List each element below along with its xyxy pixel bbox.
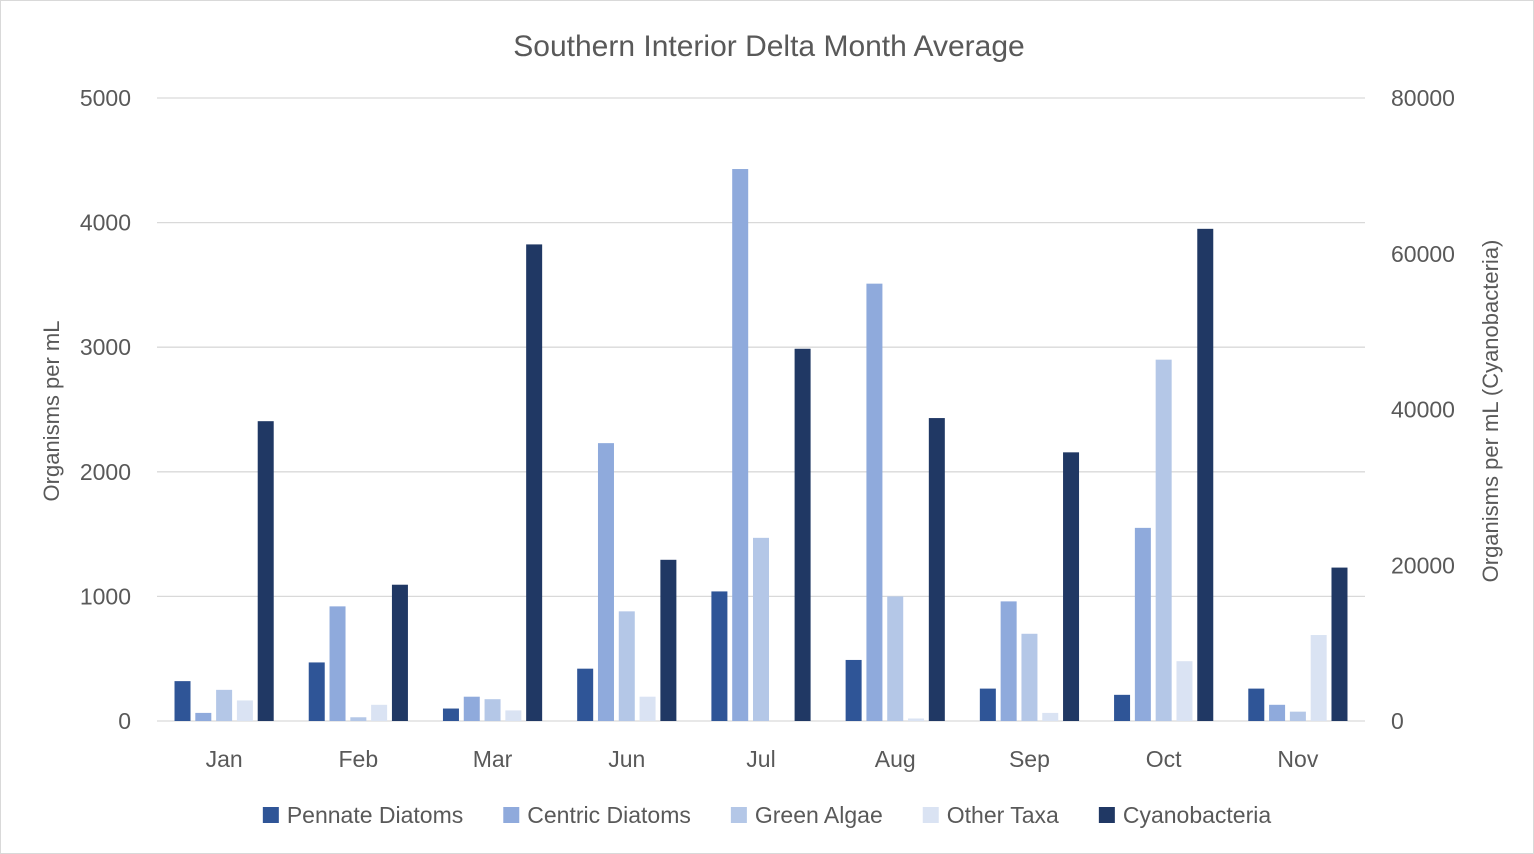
- x-tick-label: Feb: [339, 746, 379, 772]
- legend-label: Pennate Diatoms: [287, 802, 463, 828]
- bar-pennate-diatoms: [979, 688, 996, 721]
- chart-title: Southern Interior Delta Month Average: [513, 30, 1024, 63]
- bar-centric-diatoms: [597, 443, 614, 721]
- y-tick-label: 2000: [80, 459, 131, 485]
- bar-pennate-diatoms: [711, 591, 728, 721]
- bar-pennate-diatoms: [577, 668, 594, 721]
- x-tick-label: Mar: [473, 746, 513, 772]
- bar-pennate-diatoms: [174, 681, 191, 721]
- bar-other-taxa: [908, 718, 925, 721]
- bar-green-algae: [216, 689, 233, 721]
- bar-pennate-diatoms: [442, 708, 459, 721]
- bars: [174, 169, 1348, 722]
- bar-centric-diatoms: [329, 606, 346, 721]
- bar-other-taxa: [505, 710, 522, 721]
- y2-axis-ticks: 0 20000 40000 60000 80000: [1391, 85, 1455, 734]
- bar-green-algae: [1021, 633, 1038, 721]
- legend-swatch: [262, 807, 279, 823]
- bar-centric-diatoms: [866, 283, 883, 721]
- bar-cyanobacteria: [794, 348, 811, 721]
- bar-green-algae: [484, 699, 501, 721]
- bar-cyanobacteria: [928, 418, 945, 721]
- x-tick-label: Jul: [746, 746, 775, 772]
- bar-other-taxa: [639, 696, 656, 721]
- bar-cyanobacteria: [1063, 452, 1080, 721]
- y2-tick-label: 40000: [1391, 397, 1455, 423]
- bar-pennate-diatoms: [845, 659, 862, 721]
- x-tick-label: Jun: [608, 746, 645, 772]
- bar-cyanobacteria: [1331, 567, 1348, 721]
- y-tick-label: 0: [118, 708, 131, 734]
- x-axis-ticks: Jan Feb Mar Jun Jul Aug Sep Oct Nov: [206, 746, 1319, 772]
- y-tick-label: 1000: [80, 583, 131, 609]
- legend-label: Cyanobacteria: [1123, 802, 1272, 828]
- legend-label: Other Taxa: [947, 802, 1059, 828]
- legend-swatch: [503, 807, 520, 823]
- legend-swatch: [730, 807, 747, 823]
- legend-swatch: [1098, 807, 1115, 823]
- bar-centric-diatoms: [1000, 601, 1017, 721]
- y-axis-title: Organisms per mL: [39, 321, 64, 502]
- bar-green-algae: [753, 537, 769, 721]
- y-tick-label: 5000: [80, 85, 131, 111]
- bar-centric-diatoms: [1269, 704, 1286, 721]
- bar-green-algae: [1289, 711, 1306, 721]
- legend-label: Green Algae: [755, 802, 883, 828]
- y2-tick-label: 20000: [1391, 552, 1455, 578]
- y2-tick-label: 60000: [1391, 241, 1455, 267]
- y2-tick-label: 80000: [1391, 85, 1455, 111]
- x-tick-label: Aug: [875, 746, 916, 772]
- x-tick-label: Jan: [206, 746, 243, 772]
- bar-cyanobacteria: [257, 421, 274, 721]
- legend: Pennate Diatoms Centric Diatoms Green Alga…: [262, 802, 1272, 828]
- bar-centric-diatoms: [732, 169, 749, 722]
- y2-axis-title: Organisms per mL (Cyanobacteria): [1478, 240, 1503, 583]
- bar-cyanobacteria: [1197, 228, 1214, 721]
- y-axis-ticks: 0 1000 2000 3000 4000 5000: [80, 85, 131, 734]
- bar-other-taxa: [1042, 712, 1059, 721]
- legend-swatch: [922, 807, 939, 823]
- x-tick-label: Sep: [1009, 746, 1050, 772]
- bar-green-algae: [350, 717, 367, 721]
- y-tick-label: 3000: [80, 334, 131, 360]
- legend-label: Centric Diatoms: [527, 802, 691, 828]
- bar-cyanobacteria: [391, 584, 408, 721]
- bar-green-algae: [1155, 359, 1172, 721]
- bar-pennate-diatoms: [308, 662, 325, 721]
- bar-centric-diatoms: [195, 712, 212, 721]
- x-tick-label: Oct: [1146, 746, 1182, 772]
- bar-other-taxa: [236, 700, 253, 721]
- y2-tick-label: 0: [1391, 708, 1404, 734]
- x-tick-label: Nov: [1277, 746, 1318, 772]
- y-tick-label: 4000: [80, 210, 131, 236]
- bar-pennate-diatoms: [1114, 694, 1131, 721]
- bar-green-algae: [618, 611, 635, 721]
- bar-centric-diatoms: [1134, 527, 1151, 721]
- bar-pennate-diatoms: [1248, 688, 1265, 721]
- bar-cyanobacteria: [526, 244, 543, 721]
- bar-green-algae: [887, 596, 904, 721]
- bar-cyanobacteria: [660, 559, 677, 721]
- bar-other-taxa: [1176, 661, 1193, 721]
- bar-other-taxa: [1310, 635, 1327, 721]
- bar-other-taxa: [371, 704, 388, 721]
- bar-centric-diatoms: [463, 696, 480, 721]
